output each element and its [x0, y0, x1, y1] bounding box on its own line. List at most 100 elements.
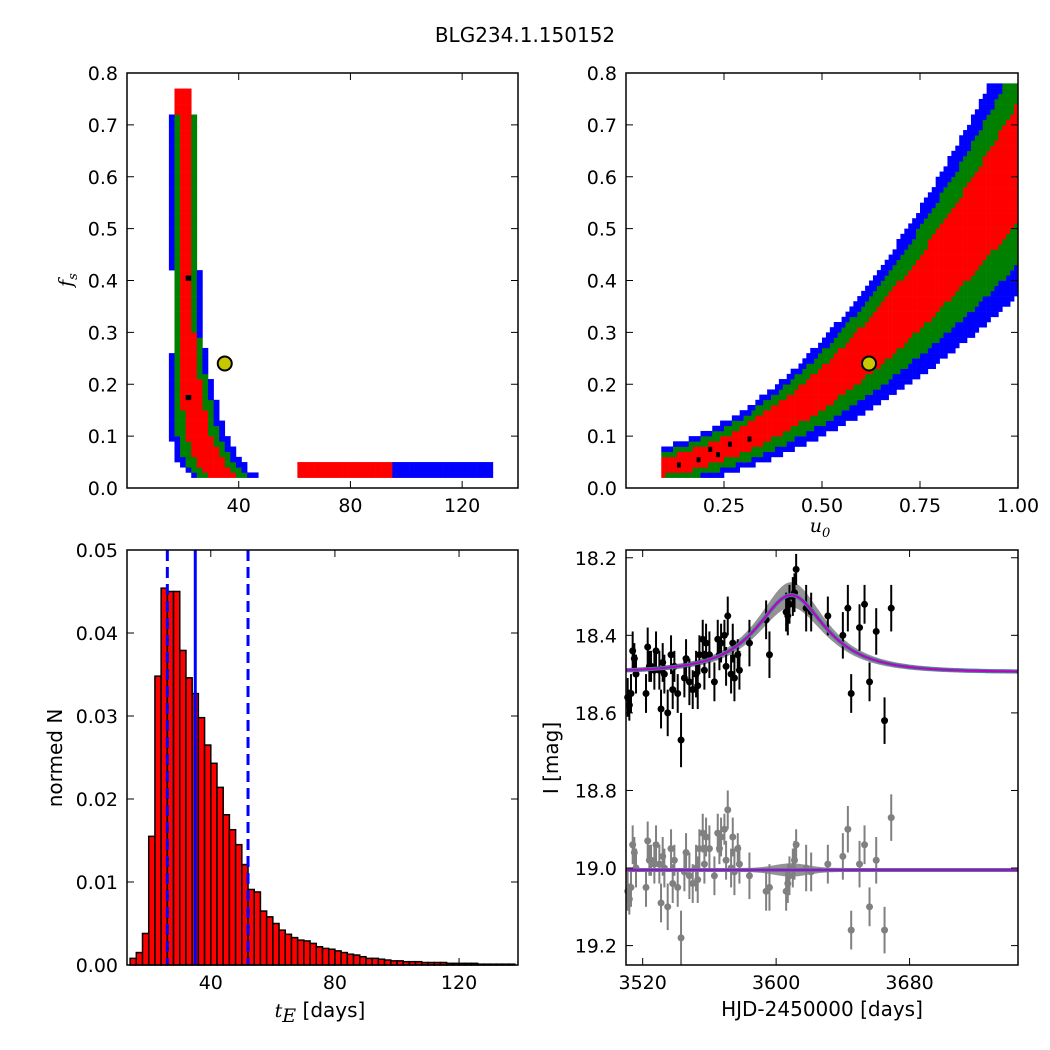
- likelihood-cell: [676, 462, 682, 468]
- likelihood-cell: [680, 451, 686, 458]
- likelihood-cell: [1002, 181, 1007, 188]
- likelihood-cell: [908, 358, 913, 364]
- likelihood-cell: [900, 379, 905, 385]
- likelihood-cell: [904, 228, 909, 235]
- likelihood-cell: [833, 332, 838, 338]
- likelihood-cell: [923, 332, 929, 338]
- likelihood-cell: [876, 316, 882, 323]
- likelihood-cell: [822, 384, 827, 390]
- likelihood-cell: [213, 405, 220, 411]
- likelihood-cell: [767, 389, 772, 395]
- likelihood-cell: [884, 290, 889, 297]
- y-tick-label: 0.8: [587, 63, 617, 85]
- y-tick-label: 0.7: [587, 115, 617, 137]
- likelihood-cell: [180, 93, 186, 100]
- likelihood-cell: [849, 415, 854, 421]
- likelihood-cell: [174, 223, 181, 229]
- likelihood-cell: [896, 327, 901, 333]
- likelihood-cell: [892, 363, 897, 369]
- likelihood-cell: [818, 420, 823, 427]
- likelihood-cell: [191, 296, 198, 302]
- likelihood-cell: [727, 451, 733, 458]
- likelihood-cell: [213, 410, 220, 416]
- data-point: [657, 705, 665, 713]
- histogram-bar: [172, 590, 181, 966]
- likelihood-cell: [798, 394, 803, 401]
- likelihood-cell: [959, 296, 964, 302]
- histogram-bar: [303, 940, 311, 966]
- likelihood-cell: [180, 109, 186, 115]
- likelihood-cell: [935, 207, 940, 214]
- likelihood-cell: [982, 124, 987, 131]
- likelihood-cell: [727, 420, 733, 427]
- likelihood-cell: [841, 363, 846, 369]
- x-axis-label: HJD-2450000 [days]: [721, 997, 923, 1021]
- likelihood-cell: [191, 254, 198, 261]
- likelihood-cell: [853, 327, 858, 333]
- likelihood-cell: [185, 181, 192, 188]
- likelihood-cell: [982, 104, 987, 110]
- likelihood-cell: [908, 254, 913, 261]
- likelihood-cell: [168, 197, 175, 203]
- likelihood-cell: [955, 249, 960, 255]
- likelihood-cell: [168, 187, 175, 193]
- likelihood-cell: [935, 244, 940, 250]
- likelihood-cell: [986, 176, 991, 183]
- likelihood-cell: [392, 462, 399, 468]
- likelihood-cell: [180, 202, 186, 209]
- likelihood-cell: [1006, 244, 1011, 250]
- likelihood-cell: [892, 296, 897, 302]
- likelihood-cell: [931, 223, 936, 229]
- likelihood-cell: [967, 166, 972, 172]
- likelihood-cell: [230, 462, 237, 468]
- likelihood-cell: [963, 130, 968, 136]
- likelihood-cell: [810, 430, 815, 437]
- likelihood-cell: [708, 456, 713, 463]
- likelihood-cell: [1010, 249, 1015, 255]
- likelihood-cell: [955, 223, 960, 229]
- likelihood-cell: [448, 462, 455, 468]
- likelihood-cell: [673, 467, 678, 473]
- likelihood-cell: [778, 415, 784, 421]
- likelihood-cell: [978, 181, 984, 188]
- likelihood-cell: [982, 223, 987, 229]
- likelihood-cell: [923, 233, 929, 240]
- likelihood-cell: [884, 337, 889, 344]
- likelihood-cell: [174, 176, 181, 183]
- likelihood-cell: [970, 327, 976, 333]
- likelihood-cell: [168, 239, 175, 245]
- likelihood-cell: [990, 301, 995, 307]
- likelihood-cell: [884, 301, 889, 307]
- likelihood-cell: [963, 171, 968, 178]
- likelihood-cell: [967, 213, 972, 219]
- likelihood-cell: [986, 93, 991, 100]
- likelihood-cell: [1006, 264, 1011, 271]
- data-point: [682, 655, 690, 663]
- likelihood-cell: [763, 399, 768, 406]
- likelihood-cell: [872, 316, 878, 323]
- likelihood-cell: [191, 239, 198, 245]
- likelihood-cell: [947, 156, 952, 162]
- likelihood-cell: [998, 290, 1003, 297]
- likelihood-cell: [923, 244, 929, 250]
- likelihood-cell: [174, 441, 181, 447]
- likelihood-cell: [1010, 176, 1015, 183]
- likelihood-cell: [955, 202, 960, 209]
- likelihood-cell: [959, 171, 964, 178]
- likelihood-cell: [939, 213, 944, 219]
- residual-point: [689, 880, 697, 888]
- x-tick-label: 3680: [885, 972, 933, 994]
- likelihood-cell: [1010, 264, 1015, 271]
- likelihood-cell: [794, 399, 799, 406]
- likelihood-cell: [759, 410, 764, 416]
- likelihood-cell: [814, 347, 819, 354]
- likelihood-cell: [939, 207, 944, 214]
- likelihood-cell: [935, 322, 940, 328]
- likelihood-cell: [743, 420, 748, 427]
- likelihood-cell: [872, 311, 878, 318]
- likelihood-cell: [900, 311, 905, 318]
- likelihood-cell: [168, 233, 175, 240]
- likelihood-cell: [1002, 83, 1007, 89]
- likelihood-cell: [880, 270, 886, 276]
